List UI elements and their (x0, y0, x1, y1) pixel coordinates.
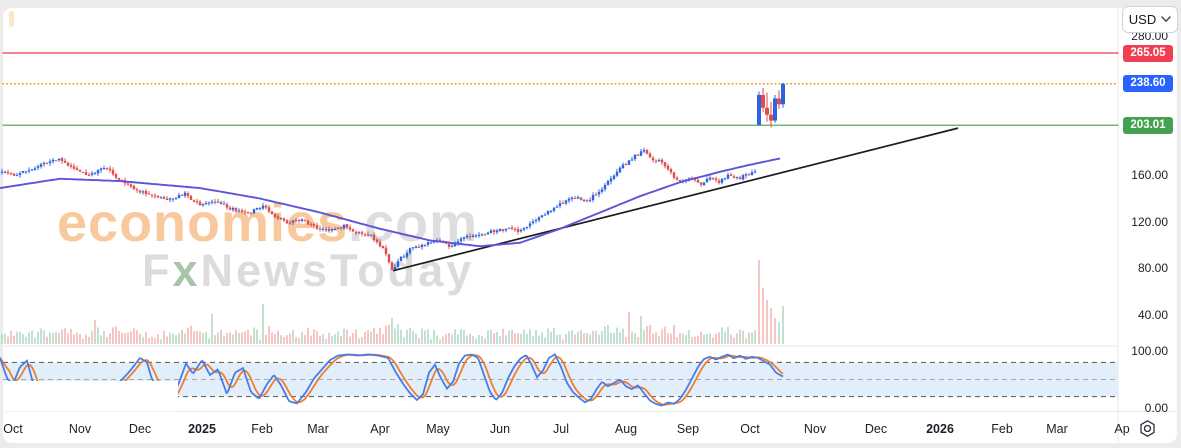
time-tick-label: Dec (864, 422, 888, 436)
currency-selector[interactable]: USD (1122, 6, 1178, 33)
settings-icon[interactable] (1137, 418, 1158, 439)
oscillator-pane (0, 353, 1118, 412)
time-tick-label: Jul (553, 422, 569, 436)
time-tick-label: May (426, 422, 450, 436)
time-tick-label: Apr (370, 422, 390, 436)
current-price-badge: 238.60 (1123, 75, 1173, 93)
time-tick-label: Dec (128, 422, 152, 436)
time-tick-label: Sep (676, 422, 700, 436)
oscillator-whiteout (3, 381, 178, 412)
time-tick-label: Mar (1046, 422, 1068, 436)
volume-bars (1, 260, 784, 344)
time-tick-label: 2026 (926, 422, 954, 436)
support-price-badge: 203.01 (1123, 116, 1173, 134)
time-tick-label: Mar (307, 422, 329, 436)
resistance-price-badge: 265.05 (1123, 44, 1173, 62)
currency-label: USD (1128, 12, 1157, 27)
time-tick-label: Feb (251, 422, 273, 436)
oscillator-tick-label: 100.00 (1131, 344, 1168, 358)
time-tick-label: Feb (991, 422, 1013, 436)
time-tick-label: Ap (1114, 422, 1130, 436)
stochastic-d-line (0, 353, 784, 406)
price-tick-label: 160.00 (1131, 168, 1168, 183)
time-tick-label: Aug (614, 422, 638, 436)
price-tick-label: 40.00 (1137, 307, 1168, 322)
price-tick-label: 120.00 (1131, 214, 1168, 229)
oscillator-tick-label: 0.00 (1144, 401, 1168, 415)
time-tick-label: Oct (3, 422, 23, 436)
trendline[interactable] (392, 127, 959, 272)
stochastic-k-line (0, 353, 784, 407)
time-tick-label: 2025 (188, 422, 216, 436)
price-tick-label: 80.00 (1137, 261, 1168, 276)
logo-fragment (9, 11, 14, 27)
chevron-down-icon (1161, 16, 1171, 22)
time-tick-label: Jun (489, 422, 511, 436)
time-tick-label: Nov (68, 422, 92, 436)
price-level-lines (2, 52, 1119, 126)
ma-line (0, 157, 781, 248)
time-tick-label: Oct (740, 422, 760, 436)
candles (0, 82, 785, 271)
time-tick-label: Nov (803, 422, 827, 436)
